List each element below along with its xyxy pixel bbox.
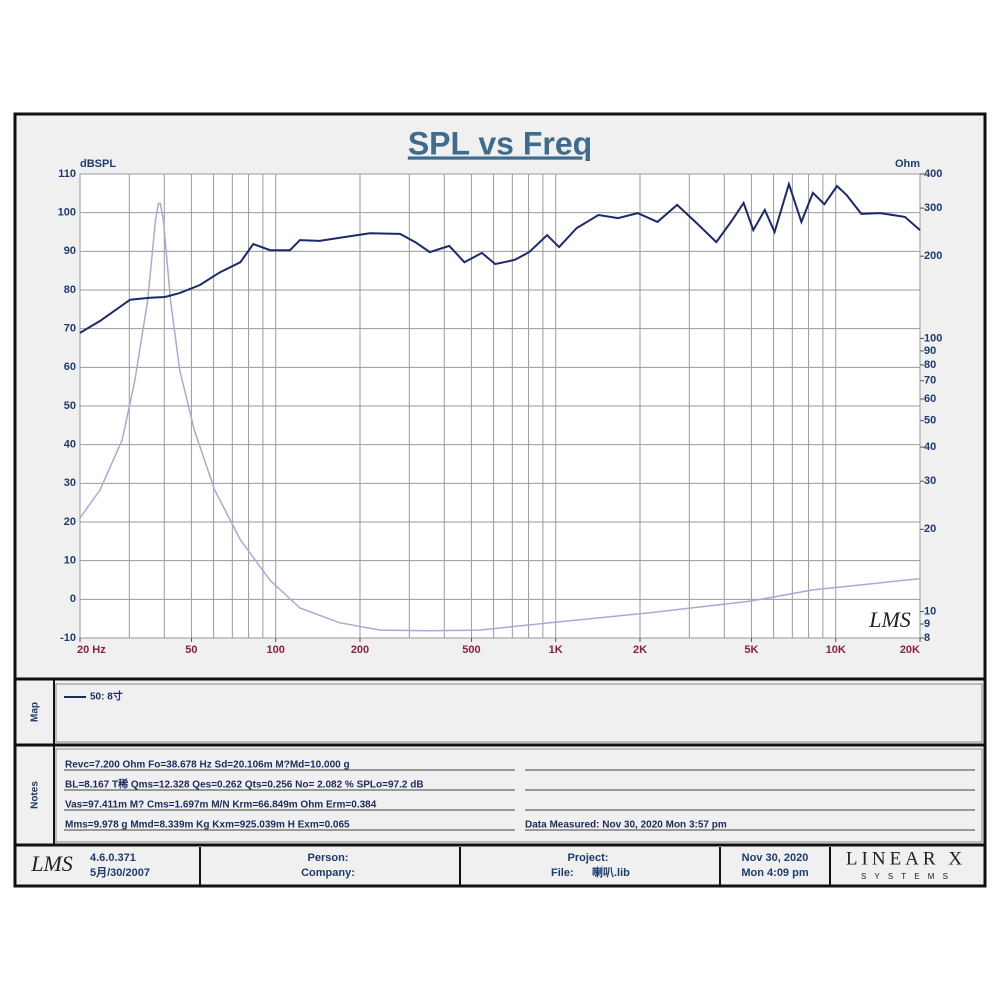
project: Project: [568,852,609,864]
x-tick-label: 100 [267,644,285,656]
note-line: Mms=9.978 g Mmd=8.339m Kg Kxm=925.039m H… [65,820,350,831]
y-tick-label: -10 [60,632,76,644]
y-tick-label: 0 [70,593,76,605]
brand: LINEAR X [846,848,966,869]
legend-label: 50: 8寸 [90,690,123,703]
footer-logo: LMS [30,851,73,876]
brand-sub: S Y S T E M S [861,872,951,881]
y-tick-label: 10 [64,555,76,567]
y2-tick-label: 300 [924,202,942,214]
y-tick-label: 50 [64,400,76,412]
x-tick-label: 20K [900,644,920,656]
note-line: Vas=97.411m M? Cms=1.697m M/N Krm=66.849… [65,800,377,811]
y-tick-label: 80 [64,284,76,296]
y-tick-label: 100 [58,207,76,219]
y-tick-label: 70 [64,323,76,335]
y-tick-label: 20 [64,516,76,528]
y2-tick-label: 20 [924,523,936,535]
watermark: LMS [868,607,911,632]
y2-tick-label: 70 [924,375,936,387]
y2-tick-label: 200 [924,250,942,262]
y-tick-label: 40 [64,439,76,451]
x-tick-label: 10K [826,644,846,656]
x-tick-label: 50 [185,644,197,656]
notes-label: Notes [30,781,41,809]
x-tick-label: 500 [462,644,480,656]
date: Nov 30, 2020 [742,852,809,864]
person: Person: [308,852,349,864]
x-tick-label: 1K [549,644,563,656]
y2-tick-label: 10 [924,605,936,617]
series-line [79,180,921,334]
y2-tick-label: 60 [924,393,936,405]
note-line: BL=8.167 T稀 Qms=12.328 Qes=0.262 Qts=0.2… [65,778,424,791]
measured-date: Data Measured: Nov 30, 2020 Mon 3:57 pm [525,820,727,831]
version-date: 5月/30/2007 [90,866,150,879]
y2-axis-label: Ohm [895,158,920,170]
y2-tick-label: 400 [924,168,942,180]
notes-box [55,748,983,843]
y-tick-label: 30 [64,477,76,489]
y2-tick-label: 80 [924,359,936,371]
note-line: Revc=7.200 Ohm Fo=38.678 Hz Sd=20.106m M… [65,760,350,771]
legend: 50: 8寸 [64,690,123,703]
map-box [55,683,983,743]
x-tick-label: 200 [351,644,369,656]
y-tick-label: 90 [64,245,76,257]
file: 喇叭.lib [592,865,630,879]
company: Company: [301,867,355,879]
y2-tick-label: 100 [924,332,942,344]
footer-dividers [199,847,831,885]
y2-tick-label: 8 [924,632,930,644]
y-axis-label: dBSPL [80,158,116,170]
y2-tick-label: 90 [924,345,936,357]
chart-title: SPL vs Freq [408,125,592,161]
y2-tick-label: 40 [924,441,936,453]
notes-rules [64,769,975,831]
series-line [79,202,921,632]
y2-tick-label: 9 [924,618,930,630]
plot: -100102030405060708090100110891020304050… [58,168,943,656]
x-tick-label: 20 Hz [77,644,106,656]
version: 4.6.0.371 [90,852,136,864]
y-tick-label: 60 [64,361,76,373]
y-tick-label: 110 [58,168,76,180]
x-tick-label: 2K [633,644,647,656]
map-label: Map [30,702,41,722]
file-label: File: [551,867,574,879]
y2-tick-label: 30 [924,475,936,487]
time: Mon 4:09 pm [741,867,808,879]
x-tick-label: 5K [744,644,758,656]
y2-tick-label: 50 [924,415,936,427]
